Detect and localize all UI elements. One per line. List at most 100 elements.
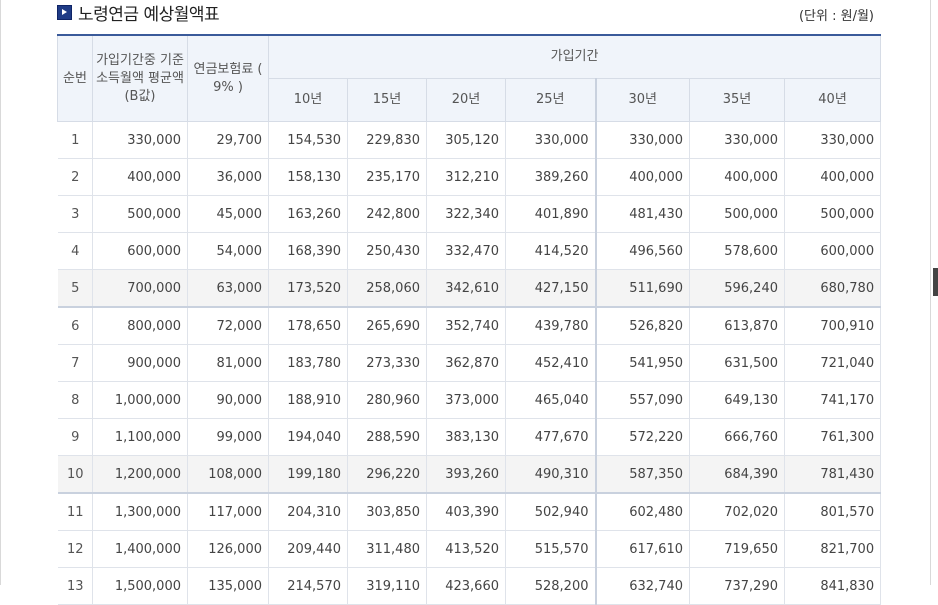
cell-amount: 173,520 (268, 269, 348, 308)
cell-amount: 305,120 (426, 121, 506, 159)
cell-income: 600,000 (92, 232, 188, 270)
cell-premium: 99,000 (187, 418, 269, 456)
page-left-border (0, 0, 1, 585)
cell-amount: 496,560 (594, 232, 690, 270)
cell-amount: 587,350 (594, 455, 690, 494)
cell-no: 12 (57, 530, 93, 568)
cell-amount: 194,040 (268, 418, 348, 456)
cell-premium: 117,000 (187, 493, 269, 531)
cell-amount: 163,260 (268, 195, 348, 233)
cell-amount: 600,000 (784, 232, 882, 270)
cell-amount: 578,600 (689, 232, 785, 270)
header-period: 가입기간 (267, 34, 882, 79)
cell-amount: 273,330 (347, 344, 427, 382)
cell-no: 2 (57, 158, 93, 196)
cell-amount: 362,870 (426, 344, 506, 382)
header-year-25: 25년 (505, 78, 596, 122)
cell-amount: 649,130 (689, 381, 785, 419)
cell-amount: 631,500 (689, 344, 785, 382)
page-right-border (930, 0, 931, 585)
cell-no: 3 (57, 195, 93, 233)
table-row: 13 1,500,000 135,000 214,570 319,110 423,660 5… (57, 567, 882, 605)
cell-amount: 666,760 (689, 418, 785, 456)
cell-premium: 90,000 (187, 381, 269, 419)
table-row: 2 400,000 36,000 158,130 235,170 312,210 389,2… (57, 158, 882, 196)
cell-premium: 126,000 (187, 530, 269, 568)
table-body: 1 330,000 29,700 154,530 229,830 305,120 330,0… (57, 121, 882, 605)
cell-amount: 209,440 (268, 530, 348, 568)
pension-table: 순번 가입기간중 기준 소득월액 평균액(B값) 연금보험료 ( 9% ) 가입… (57, 34, 882, 605)
header-year-30: 30년 (594, 78, 690, 122)
cell-amount: 342,610 (426, 269, 506, 308)
header-income: 가입기간중 기준 소득월액 평균액(B값) (92, 34, 188, 122)
cell-amount: 242,800 (347, 195, 427, 233)
cell-income: 800,000 (92, 307, 188, 345)
cell-amount: 258,060 (347, 269, 427, 308)
cell-premium: 36,000 (187, 158, 269, 196)
cell-amount: 389,260 (505, 158, 596, 196)
cell-amount: 400,000 (594, 158, 690, 196)
cell-amount: 204,310 (268, 493, 348, 531)
cell-premium: 29,700 (187, 121, 269, 159)
scrollbar-thumb[interactable] (933, 268, 938, 296)
cell-amount: 322,340 (426, 195, 506, 233)
cell-amount: 557,090 (594, 381, 690, 419)
cell-amount: 500,000 (689, 195, 785, 233)
cell-amount: 319,110 (347, 567, 427, 605)
cell-amount: 352,740 (426, 307, 506, 345)
cell-no: 9 (57, 418, 93, 456)
cell-premium: 72,000 (187, 307, 269, 345)
cell-amount: 312,210 (426, 158, 506, 196)
cell-premium: 81,000 (187, 344, 269, 382)
cell-amount: 188,910 (268, 381, 348, 419)
cell-amount: 373,000 (426, 381, 506, 419)
cell-amount: 439,780 (505, 307, 596, 345)
cell-amount: 613,870 (689, 307, 785, 345)
cell-amount: 235,170 (347, 158, 427, 196)
cell-amount: 288,590 (347, 418, 427, 456)
table-row: 1 330,000 29,700 154,530 229,830 305,120 330,0… (57, 121, 882, 159)
cell-amount: 572,220 (594, 418, 690, 456)
header-year-10: 10년 (268, 78, 348, 122)
cell-amount: 427,150 (505, 269, 596, 308)
cell-amount: 526,820 (594, 307, 690, 345)
cell-amount: 452,410 (505, 344, 596, 382)
cell-amount: 303,850 (347, 493, 427, 531)
table-row: 12 1,400,000 126,000 209,440 311,480 413,520 5… (57, 530, 882, 568)
table-row: 8 1,000,000 90,000 188,910 280,960 373,000 465… (57, 381, 882, 419)
cell-premium: 63,000 (187, 269, 269, 308)
cell-amount: 413,520 (426, 530, 506, 568)
cell-amount: 229,830 (347, 121, 427, 159)
cell-amount: 702,020 (689, 493, 785, 531)
cell-amount: 781,430 (784, 455, 882, 494)
cell-amount: 602,480 (594, 493, 690, 531)
cell-amount: 330,000 (784, 121, 882, 159)
cell-amount: 400,000 (784, 158, 882, 196)
cell-income: 500,000 (92, 195, 188, 233)
cell-no: 8 (57, 381, 93, 419)
cell-amount: 250,430 (347, 232, 427, 270)
cell-no: 1 (57, 121, 93, 159)
cell-income: 1,200,000 (92, 455, 188, 494)
cell-amount: 465,040 (505, 381, 596, 419)
cell-amount: 490,310 (505, 455, 596, 494)
cell-amount: 741,170 (784, 381, 882, 419)
cell-amount: 199,180 (268, 455, 348, 494)
cell-income: 700,000 (92, 269, 188, 308)
cell-amount: 393,260 (426, 455, 506, 494)
cell-premium: 54,000 (187, 232, 269, 270)
table-row: 10 1,200,000 108,000 199,180 296,220 393,260 4… (57, 455, 882, 494)
table-row: 11 1,300,000 117,000 204,310 303,850 403,390 5… (57, 493, 882, 531)
cell-amount: 541,950 (594, 344, 690, 382)
cell-amount: 500,000 (784, 195, 882, 233)
table-row: 9 1,100,000 99,000 194,040 288,590 383,130 477… (57, 418, 882, 456)
table-row: 6 800,000 72,000 178,650 265,690 352,740 439,7… (57, 307, 882, 345)
page-title: 노령연금 예상월액표 (78, 4, 220, 25)
cell-amount: 632,740 (594, 567, 690, 605)
cell-no: 4 (57, 232, 93, 270)
cell-amount: 414,520 (505, 232, 596, 270)
cell-amount: 719,650 (689, 530, 785, 568)
cell-amount: 423,660 (426, 567, 506, 605)
cell-income: 1,000,000 (92, 381, 188, 419)
header-premium: 연금보험료 ( 9% ) (187, 34, 269, 122)
